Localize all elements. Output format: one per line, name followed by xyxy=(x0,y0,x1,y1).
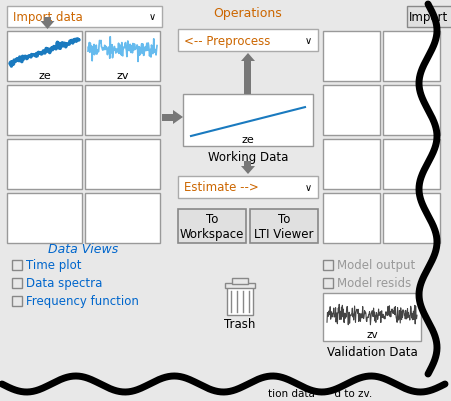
Bar xyxy=(249,209,318,243)
Bar xyxy=(178,176,318,198)
Text: Working Data: Working Data xyxy=(207,151,288,164)
Bar xyxy=(183,95,312,147)
Text: Data spectra: Data spectra xyxy=(26,277,102,290)
Text: ze: ze xyxy=(241,135,254,145)
Bar xyxy=(85,194,160,243)
Polygon shape xyxy=(173,111,183,125)
Bar xyxy=(7,7,161,28)
Text: ze: ze xyxy=(38,71,51,81)
Bar xyxy=(12,296,22,306)
Text: tion data      d to zv.: tion data d to zv. xyxy=(267,388,372,398)
Bar xyxy=(406,7,451,28)
Text: Model output: Model output xyxy=(336,259,414,272)
Text: ∨: ∨ xyxy=(148,12,155,22)
Bar xyxy=(382,32,439,82)
Text: ∨: ∨ xyxy=(304,182,311,192)
Text: Validation Data: Validation Data xyxy=(326,346,416,358)
Bar xyxy=(322,278,332,288)
Text: Data Views: Data Views xyxy=(48,243,118,256)
Bar xyxy=(322,32,379,82)
Bar xyxy=(161,114,173,121)
Bar xyxy=(382,140,439,190)
Bar xyxy=(7,32,82,82)
Polygon shape xyxy=(240,54,254,62)
Text: ∨: ∨ xyxy=(304,36,311,46)
Bar xyxy=(225,283,254,288)
Bar xyxy=(322,86,379,136)
Text: Operations: Operations xyxy=(213,8,282,20)
Text: zv: zv xyxy=(116,71,129,81)
Text: <-- Preprocess: <-- Preprocess xyxy=(184,34,270,47)
Text: Import: Import xyxy=(408,11,447,24)
Bar xyxy=(322,194,379,243)
Bar xyxy=(231,278,248,284)
Bar xyxy=(178,30,318,52)
Bar xyxy=(44,18,51,22)
Bar xyxy=(7,86,82,136)
Polygon shape xyxy=(41,22,55,30)
Bar xyxy=(382,194,439,243)
Bar xyxy=(244,62,251,95)
Bar xyxy=(85,140,160,190)
Bar xyxy=(382,86,439,136)
Text: Estimate -->: Estimate --> xyxy=(184,181,258,194)
Text: Time plot: Time plot xyxy=(26,259,81,272)
Bar xyxy=(178,209,245,243)
Text: To
Workspace: To Workspace xyxy=(179,213,244,241)
Bar xyxy=(226,287,253,315)
Text: Import data: Import data xyxy=(13,11,83,24)
Bar xyxy=(322,293,420,341)
Bar xyxy=(85,86,160,136)
Bar xyxy=(7,140,82,190)
Text: Model resids: Model resids xyxy=(336,277,410,290)
Text: Frequency function: Frequency function xyxy=(26,295,138,308)
Bar xyxy=(322,140,379,190)
Bar xyxy=(12,278,22,288)
Bar xyxy=(7,194,82,243)
Bar xyxy=(244,162,251,166)
Polygon shape xyxy=(240,166,254,174)
Text: zv: zv xyxy=(365,329,377,339)
Bar xyxy=(85,32,160,82)
Text: Trash: Trash xyxy=(224,318,255,331)
Bar xyxy=(322,260,332,270)
Bar xyxy=(12,260,22,270)
Text: To
LTI Viewer: To LTI Viewer xyxy=(253,213,313,241)
